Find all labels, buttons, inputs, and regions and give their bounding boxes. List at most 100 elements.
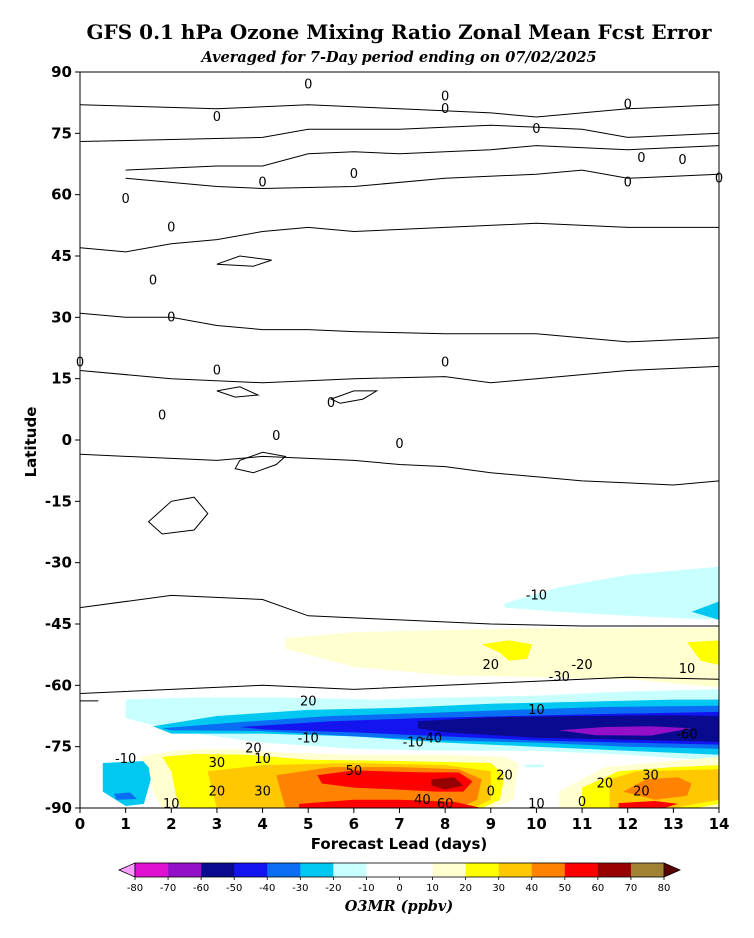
colorbar-tick-label: 0 [396, 883, 402, 894]
contour-label: 0 [441, 102, 449, 117]
contour-label: 20 [483, 658, 500, 673]
contour-label: 20 [245, 742, 262, 757]
contour-label: -10 [526, 588, 547, 603]
contour-label: 0 [122, 192, 130, 207]
colorbar-swatch [333, 863, 367, 877]
y-tick-label: -30 [45, 554, 72, 572]
colorbar-tick-label: 70 [625, 883, 638, 894]
colorbar-swatch [399, 863, 433, 877]
x-tick-label: 1 [120, 815, 130, 833]
colorbar-swatch [300, 863, 334, 877]
colorbar-tick-label: 50 [558, 883, 571, 894]
contour-label: 0 [624, 98, 632, 113]
colorbar-swatch [531, 863, 566, 877]
colorbar-tick-label: 20 [459, 883, 472, 894]
contour-label: -40 [421, 731, 442, 746]
contour-label: 0 [678, 153, 686, 168]
contour-label: 0 [578, 795, 586, 810]
contour-label: 20 [496, 768, 513, 783]
colorbar-tick-label: -20 [325, 883, 341, 894]
x-tick-label: 3 [212, 815, 222, 833]
contour-label: -20 [571, 658, 592, 673]
contour-label: 0 [624, 175, 632, 190]
y-tick-label: 0 [62, 431, 72, 449]
contour-label: 0 [637, 151, 645, 166]
colorbar-tick-label: 80 [658, 883, 671, 894]
colorbar-swatch [630, 863, 665, 877]
contour-fills [102, 566, 719, 808]
x-tick-label: 6 [349, 815, 359, 833]
colorbar-tick-label: 60 [592, 883, 605, 894]
colorbar-tick-label: -70 [160, 883, 176, 894]
contour-label: 0 [258, 175, 266, 190]
contour-label: 0 [167, 220, 175, 235]
contour-label: 0 [304, 77, 312, 92]
colorbar-swatch [201, 863, 235, 877]
y-tick-label: 30 [51, 308, 72, 326]
contour-label: 40 [414, 793, 431, 808]
x-tick-label: 8 [440, 815, 450, 833]
contour-label: 0 [167, 310, 175, 325]
colorbar-swatch [267, 863, 301, 877]
contour-label: 10 [254, 752, 271, 767]
x-tick-label: 4 [257, 815, 267, 833]
x-axis: 0 1 2 3 4 5 6 7 8 9 10 11 12 13 14 [75, 808, 730, 833]
chart-subtitle: Averaged for 7-Day period ending on 07/0… [201, 49, 597, 66]
x-tick-label: 7 [394, 815, 404, 833]
contour-label: 0 [272, 429, 280, 444]
y-axis-label: Latitude [22, 407, 40, 478]
colorbar-swatch [597, 863, 632, 877]
colorbar-tick-label: -60 [193, 883, 209, 894]
colorbar-swatch [498, 863, 533, 877]
contour-label: -60 [676, 727, 697, 742]
contour-label: 0 [350, 167, 358, 182]
y-tick-label: 90 [51, 63, 72, 81]
chart-title: GFS 0.1 hPa Ozone Mixing Ratio Zonal Mea… [86, 20, 712, 44]
contour-label: -10 [298, 731, 319, 746]
contour-label: 10 [679, 662, 696, 677]
x-tick-label: 2 [166, 815, 176, 833]
x-axis-label: Forecast Lead (days) [311, 835, 487, 853]
contour-lines [80, 104, 719, 702]
colorbar-swatch [465, 863, 499, 877]
colorbar-swatch [432, 863, 466, 877]
contour-label: -10 [115, 752, 136, 767]
contour-label: 0 [158, 408, 166, 423]
contour-label: 30 [254, 785, 271, 800]
colorbar-tick-label: 40 [525, 883, 538, 894]
y-tick-label: 75 [51, 124, 72, 142]
contour-label: 20 [597, 776, 614, 791]
contour-label: 30 [642, 768, 659, 783]
y-axis: 90 75 60 45 30 15 0 -15 -30 -45 -60 -75 -90 [45, 63, 80, 817]
colorbar-tick-label: -10 [358, 883, 374, 894]
x-tick-label: 14 [709, 815, 730, 833]
contour-label: 30 [209, 756, 226, 771]
colorbar: -80 -70 -60 -50 -40 -30 -20 -10 0 10 20 30 40 50 60 70 8… [118, 862, 681, 894]
x-tick-label: 5 [303, 815, 313, 833]
contour-label: 0 [441, 355, 449, 370]
contour-label: 50 [346, 764, 363, 779]
y-tick-label: -45 [45, 615, 72, 633]
colorbar-swatch [564, 863, 599, 877]
colorbar-tick-label: 10 [426, 883, 439, 894]
y-tick-label: 60 [51, 186, 72, 204]
colorbar-swatch [366, 863, 400, 877]
y-tick-label: -15 [45, 492, 72, 510]
y-tick-label: -75 [45, 738, 72, 756]
y-tick-label: -90 [45, 799, 72, 817]
contour-label: 0 [149, 274, 157, 289]
colorbar-under-arrow [118, 862, 136, 878]
x-tick-label: 10 [526, 815, 547, 833]
y-tick-label: 15 [51, 370, 72, 388]
colorbar-tick-label: -50 [226, 883, 242, 894]
colorbar-label: O3MR (ppbv) [344, 898, 454, 915]
colorbar-swatch [234, 863, 268, 877]
contour-label: 0 [213, 110, 221, 125]
y-tick-label: -60 [45, 676, 72, 694]
x-tick-label: 13 [663, 815, 684, 833]
contour-label: 0 [395, 437, 403, 452]
contour-label: 20 [209, 785, 226, 800]
contour-label: 10 [528, 703, 545, 718]
x-tick-label: 9 [486, 815, 496, 833]
